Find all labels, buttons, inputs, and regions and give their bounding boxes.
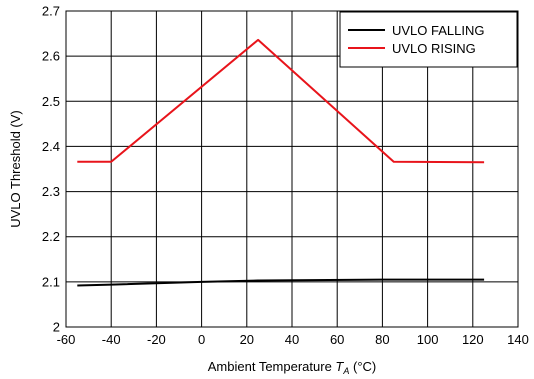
legend-label-uvlo-falling: UVLO FALLING [392, 23, 484, 38]
x-tick-label: 100 [417, 332, 439, 347]
series-lines [77, 38, 485, 287]
legend-label-uvlo-rising: UVLO RISING [392, 41, 476, 56]
y-tick-label: 2.6 [42, 49, 60, 64]
tick-labels: -60 -40 -20 0 20 40 60 80 100 120 140 2 2.1 2.2 2.3 2.4… [42, 4, 529, 348]
x-axis-title-subscript: A [342, 366, 349, 376]
series-line-uvlo-falling [77, 278, 485, 287]
x-tick-label: 140 [507, 332, 529, 347]
x-axis-title: Ambient Temperature TA (°C) [208, 359, 377, 376]
x-tick-label: 60 [330, 332, 344, 347]
y-tick-label: 2.1 [42, 274, 60, 289]
x-tick-label: 120 [462, 332, 484, 347]
plot-frame [65, 10, 519, 328]
x-tick-label: 20 [240, 332, 254, 347]
y-tick-label: 2.5 [42, 94, 60, 109]
x-tick-label: -60 [57, 332, 76, 347]
x-tick-label: 80 [375, 332, 389, 347]
x-axis-title-prefix: Ambient Temperature [208, 359, 336, 374]
y-tick-label: 2.3 [42, 184, 60, 199]
x-tick-label: -40 [102, 332, 121, 347]
x-axis-title-suffix: (°C) [349, 359, 376, 374]
series-line-uvlo-rising [77, 38, 485, 164]
x-axis-title-symbol: T [335, 359, 344, 374]
x-tick-label: 0 [198, 332, 205, 347]
y-tick-label: 2.7 [42, 4, 60, 19]
y-tick-label: 2.2 [42, 229, 60, 244]
legend: UVLO FALLING UVLO RISING [339, 11, 518, 68]
y-tick-label: 2 [53, 320, 60, 335]
legend-box [339, 11, 518, 68]
x-tick-label: -20 [147, 332, 166, 347]
x-tick-label: 40 [285, 332, 299, 347]
y-axis-title: UVLO Threshold (V) [8, 110, 23, 228]
y-tick-label: 2.4 [42, 139, 60, 154]
